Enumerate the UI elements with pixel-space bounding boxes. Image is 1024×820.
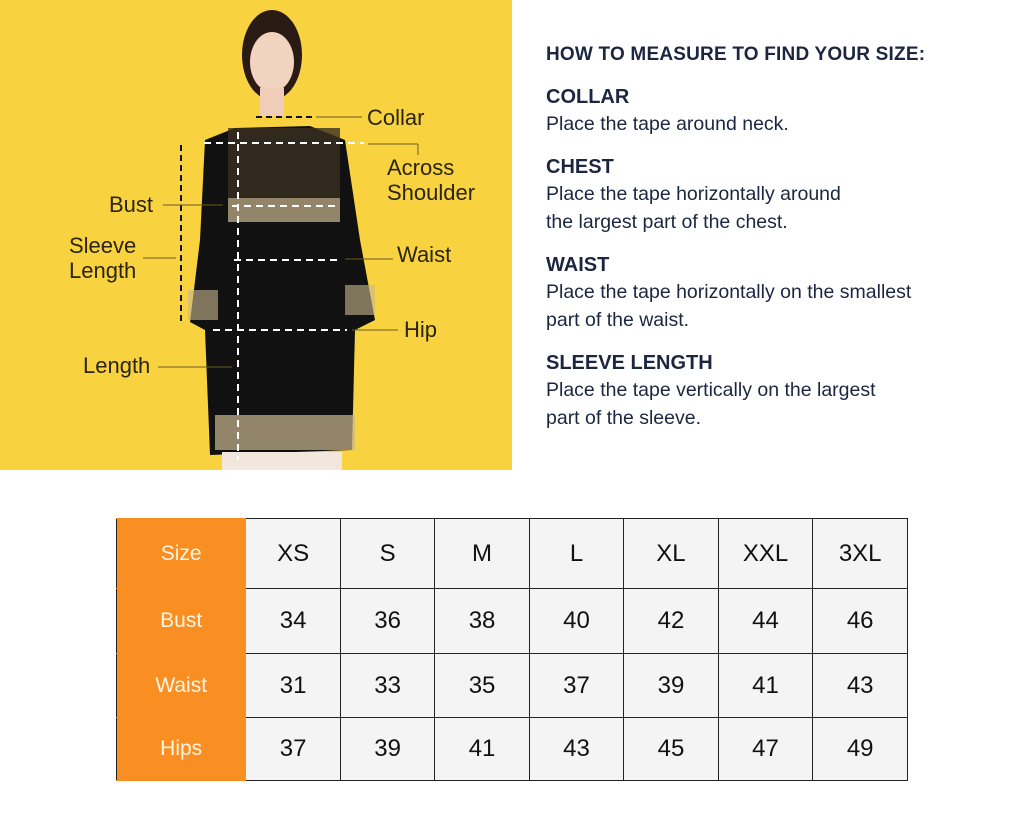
- yoke-print: [228, 128, 340, 198]
- guide-section-collar: COLLAR Place the tape around neck.: [546, 84, 986, 138]
- label-collar: Collar: [367, 105, 425, 130]
- leader-lines: [143, 116, 419, 368]
- table-cell: 3XL: [812, 518, 908, 589]
- section-text: part of the sleeve.: [546, 407, 702, 429]
- measurement-figure: Collar Across Shoulder Bust Sleeve Lengt…: [0, 0, 512, 470]
- table-cell: 31: [245, 653, 341, 718]
- table-cell: 36: [339, 588, 436, 654]
- label-hip: Hip: [404, 317, 438, 342]
- table-cell: 42: [623, 588, 719, 654]
- table-cell: 41: [434, 717, 530, 781]
- section-text: Place the tape vertically on the largest: [546, 379, 876, 401]
- table-row-bust: Bust 34 36 38 40 42 44 46: [115, 588, 908, 654]
- section-heading: CHEST: [546, 156, 614, 178]
- section-heading: WAIST: [546, 254, 610, 276]
- hem-print: [215, 415, 355, 450]
- row-header: Hips: [115, 717, 247, 781]
- section-heading: SLEEVE LENGTH: [546, 352, 713, 374]
- table-cell: M: [434, 518, 530, 589]
- white-measure-lines: [204, 132, 364, 460]
- table-cell: 43: [528, 717, 625, 781]
- section-text: Place the tape horizontally on the small…: [546, 281, 912, 303]
- table-row-waist: Waist 31 33 35 37 39 41 43: [115, 653, 908, 718]
- table-cell: S: [339, 518, 436, 589]
- label-across-shoulder-1: Across: [387, 155, 455, 180]
- model-illustration: [143, 10, 419, 470]
- section-text: part of the waist.: [546, 309, 690, 331]
- row-header: Waist: [115, 653, 247, 718]
- table-cell: 39: [623, 653, 719, 718]
- guide-section-chest: CHEST Place the tape horizontally around…: [546, 154, 986, 236]
- row-header: Size: [115, 518, 247, 589]
- table-cell: 49: [812, 717, 908, 781]
- section-text: the largest part of the chest.: [546, 211, 788, 233]
- label-sleeve-length-1: Sleeve: [69, 233, 137, 258]
- table-cell: L: [528, 518, 625, 589]
- table-cell: 46: [812, 588, 908, 654]
- table-row-hips: Hips 37 39 41 43 45 47 49: [115, 717, 908, 781]
- label-across-shoulder-2: Shoulder: [387, 180, 476, 205]
- table-cell: 35: [434, 653, 530, 718]
- table-cell: 39: [339, 717, 436, 781]
- table-cell: 45: [623, 717, 719, 781]
- label-sleeve-length-2: Length: [69, 258, 137, 283]
- guide-title: HOW TO MEASURE TO FIND YOUR SIZE:: [546, 44, 926, 65]
- table-cell: 38: [434, 588, 530, 654]
- table-cell: 47: [717, 717, 814, 781]
- label-waist: Waist: [397, 242, 452, 267]
- section-text: Place the tape horizontally around: [546, 183, 841, 205]
- face: [250, 32, 294, 92]
- table-cell: XS: [245, 518, 341, 589]
- table-cell: XXL: [717, 518, 814, 589]
- table-cell: 43: [812, 653, 908, 718]
- guide-section-waist: WAIST Place the tape horizontally on the…: [546, 252, 986, 334]
- table-cell: 40: [528, 588, 625, 654]
- table-cell: 41: [717, 653, 814, 718]
- table-cell: 33: [339, 653, 436, 718]
- table-cell: 44: [717, 588, 814, 654]
- measuring-guide: HOW TO MEASURE TO FIND YOUR SIZE: COLLAR…: [546, 44, 986, 448]
- size-table: Size XS S M L XL XXL 3XL Bust 34 36 38 40 42 44 46 Waist…: [115, 518, 908, 781]
- row-header: Bust: [115, 588, 247, 654]
- table-row-size: Size XS S M L XL XXL 3XL: [115, 518, 908, 589]
- guide-section-sleeve-length: SLEEVE LENGTH Place the tape vertically …: [546, 350, 986, 432]
- label-bust: Bust: [109, 192, 154, 217]
- label-length: Length: [83, 353, 151, 378]
- table-cell: 34: [245, 588, 341, 654]
- table-cell: 37: [528, 653, 625, 718]
- section-text: Place the tape around neck.: [546, 113, 789, 135]
- table-cell: XL: [623, 518, 719, 589]
- table-cell: 37: [245, 717, 341, 781]
- section-heading: COLLAR: [546, 86, 630, 108]
